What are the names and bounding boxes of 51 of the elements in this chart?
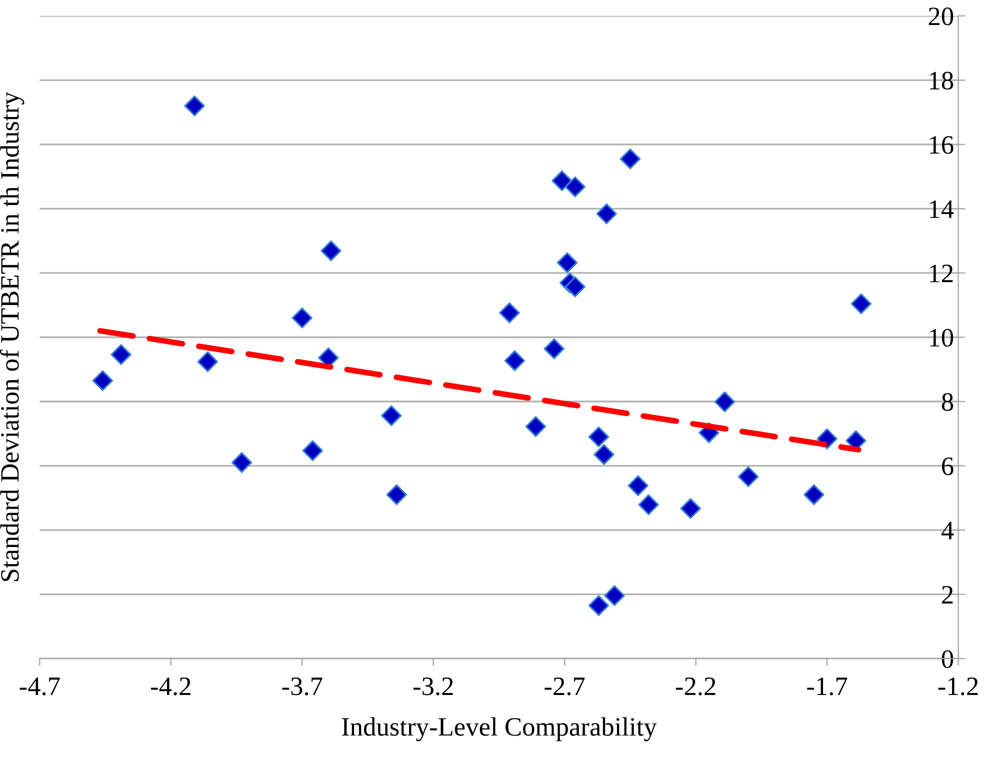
point [564,176,586,198]
x-tick-label: -3.7 [282,677,322,696]
x-axis-title: Industry-Level Comparability [342,717,657,742]
y-tick-label: 20 [928,8,954,26]
point [544,338,564,360]
point [231,452,252,473]
point [197,351,218,372]
x-tick-label: -1.2 [938,677,978,696]
point [714,391,736,412]
point [738,466,759,488]
y-tick-label: 14 [930,200,954,218]
x-tick-label: -4.7 [20,678,60,696]
x-tick-label: -1.7 [807,678,848,696]
point [320,240,342,262]
point [552,170,572,192]
point [380,405,402,426]
point [588,426,610,448]
point [556,252,578,274]
y-tick-label: 18 [930,72,954,90]
point [594,444,614,465]
y-tick-label: 8 [942,393,954,411]
point [92,370,114,392]
point [628,475,648,496]
point [588,595,610,616]
y-tick-label: 16 [930,136,954,154]
point [292,308,313,328]
point [302,440,324,462]
point [850,293,872,314]
point [638,494,659,516]
point [499,302,520,324]
point [680,498,701,519]
x-tick-label: -2.2 [676,677,716,696]
point [386,484,408,506]
point [525,416,546,437]
point [504,350,526,372]
y-axis-title: Standard Deviation of UTBETR in th Industry [0,92,24,582]
point [564,276,586,298]
point [620,148,641,170]
y-tick-label: 4 [941,522,954,540]
point [804,484,824,506]
point [110,344,132,366]
y-tick-label: 12 [930,264,953,282]
point [596,203,617,224]
y-tick-label: 6 [942,457,954,476]
y-tick-label: 10 [930,328,954,347]
y-tick-label: 2 [942,586,953,604]
point [604,585,625,606]
point [184,95,205,116]
x-tick-label: -3.2 [413,677,453,696]
x-tick-label: -4.2 [151,677,190,696]
x-tick-label: -2.7 [544,677,585,696]
